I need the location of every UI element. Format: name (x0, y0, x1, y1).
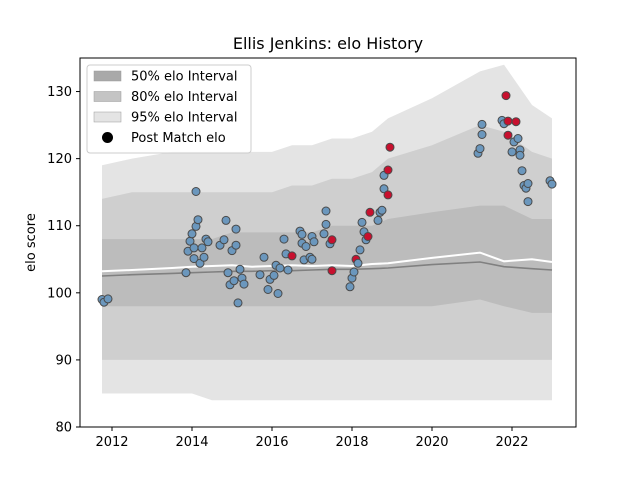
data-point (191, 187, 201, 196)
data-point (345, 282, 355, 292)
data-point (321, 219, 331, 229)
band-50 (102, 205, 552, 313)
data-point (475, 144, 485, 154)
legend-label: 95% elo Interval (131, 111, 238, 126)
data-point (477, 130, 487, 139)
data-point-highlight (501, 91, 511, 101)
x-tick-label: 2012 (95, 435, 128, 450)
mean-line (101, 251, 553, 273)
legend-label: 50% elo Interval (131, 70, 238, 85)
data-point (103, 294, 113, 304)
data-point (515, 150, 525, 160)
y-axis-ticks: 80 90 100 110 120 130 (47, 85, 80, 436)
data-point-highlight (365, 207, 375, 217)
data-point (507, 147, 517, 157)
data-point (259, 252, 269, 262)
data-point-highlight (287, 251, 297, 261)
data-point (219, 235, 229, 245)
data-point (203, 237, 213, 247)
data-point (379, 184, 389, 194)
y-tick-label: 110 (47, 219, 72, 234)
y-tick-label: 130 (47, 85, 72, 100)
data-point (273, 289, 283, 298)
data-point (353, 258, 363, 268)
data-point (547, 179, 557, 189)
legend-box (86, 64, 252, 154)
x-tick-label: 2022 (495, 435, 528, 450)
data-point (229, 276, 239, 286)
legend-label: 80% elo Interval (131, 90, 238, 105)
data-point (231, 240, 241, 250)
data-point-highlight (385, 142, 395, 152)
data-point (233, 298, 243, 308)
data-point (221, 215, 231, 225)
data-point (197, 243, 207, 253)
data-point (523, 197, 533, 207)
axes-frame (79, 57, 577, 428)
data-point (309, 237, 319, 247)
data-points (97, 91, 557, 308)
data-point (187, 229, 197, 239)
data-point (523, 179, 533, 188)
data-point-highlight (511, 117, 521, 127)
data-point-highlight (327, 235, 337, 245)
data-point-highlight (503, 116, 513, 126)
legend-marker (102, 132, 113, 143)
legend-swatch (93, 70, 122, 82)
data-point (235, 264, 245, 274)
x-tick-label: 2014 (175, 435, 208, 450)
data-point-highlight (383, 190, 393, 200)
data-point (199, 252, 209, 262)
data-point (349, 267, 359, 277)
data-point-highlight (327, 266, 337, 276)
data-point (297, 229, 307, 239)
data-point (477, 119, 487, 129)
data-point (377, 205, 387, 215)
data-point (263, 285, 273, 294)
data-point (321, 206, 331, 216)
data-point (513, 134, 523, 143)
data-point (355, 245, 365, 255)
y-tick-label: 100 (47, 286, 72, 301)
data-point (275, 263, 285, 273)
data-point (181, 268, 191, 278)
x-tick-label: 2016 (255, 435, 288, 450)
data-point (189, 254, 199, 264)
data-point (189, 243, 199, 253)
data-point (239, 279, 249, 289)
chart-title: Ellis Jenkins: elo History (233, 34, 423, 53)
data-point-highlight (383, 165, 393, 175)
plot-area (97, 64, 557, 401)
x-axis-ticks: 2012 2014 2016 2018 2020 2022 (95, 427, 529, 450)
legend-swatch (93, 111, 122, 123)
data-point (373, 215, 383, 225)
y-tick-label: 90 (55, 353, 72, 368)
data-point (517, 166, 527, 176)
y-tick-label: 80 (55, 421, 72, 436)
y-axis-label: elo score (24, 213, 39, 272)
y-tick-label: 120 (47, 152, 72, 167)
x-tick-label: 2018 (335, 435, 368, 450)
data-point (301, 242, 311, 251)
data-point (231, 224, 241, 234)
legend: 50% elo Interval 80% elo Interval 95% elo … (86, 64, 252, 154)
legend-label: Post Match elo (131, 131, 226, 146)
data-point (279, 234, 289, 244)
data-point (319, 229, 329, 239)
x-tick-label: 2020 (415, 435, 448, 450)
data-point (357, 217, 367, 227)
data-point-highlight (503, 130, 513, 140)
data-point (283, 265, 293, 275)
data-point (269, 270, 279, 280)
data-point (255, 270, 265, 280)
data-point-highlight (363, 232, 373, 241)
legend-swatch (93, 91, 122, 102)
median-line (101, 261, 553, 277)
trend-lines (101, 251, 553, 277)
data-point (307, 254, 317, 264)
data-point (193, 215, 203, 225)
data-point (223, 268, 233, 278)
